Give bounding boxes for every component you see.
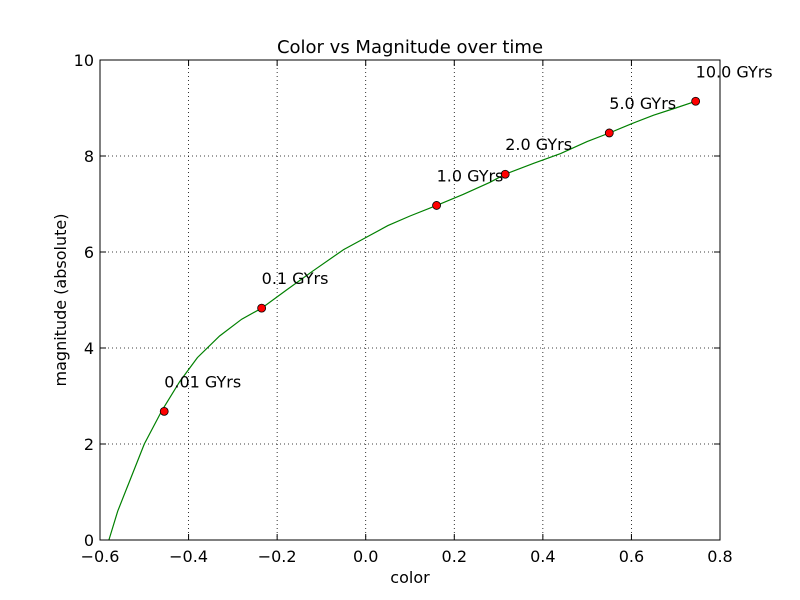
data-point [159,406,169,416]
x-tick-label: 0.6 [619,547,644,566]
y-tick-label: 8 [84,147,94,166]
x-axis-label: color [390,568,430,587]
y-tick-label: 6 [84,243,94,262]
point-annotation: 0.01 GYrs [164,372,241,391]
data-point [432,201,441,210]
data-point [604,128,614,138]
curve-layer [108,100,696,541]
series-line [108,100,696,541]
chart-title: Color vs Magnitude over time [277,37,543,58]
y-tick-label: 0 [84,531,94,550]
x-tick-label: 0.2 [442,547,467,566]
y-axis-label: magnitude (absolute) [51,214,70,387]
point-annotation: 10.0 GYrs [696,62,773,81]
plot-frame [99,59,721,541]
y-tick-label: 4 [84,339,94,358]
x-tick-label: 0.8 [707,547,732,566]
x-tick-label: 0.0 [353,547,378,566]
grid [99,59,721,541]
y-tick-label: 2 [84,435,94,454]
tick-layer: −0.6 −0.4 −0.2 0.0 0.2 0.4 0.6 0.8 0 2 4 6 8 10 [74,51,733,566]
x-tick-label: −0.2 [258,547,297,566]
point-annotation: 2.0 GYrs [505,135,572,154]
data-point [691,96,701,106]
x-tick-label: 0.4 [530,547,555,566]
point-annotation: 1.0 GYrs [437,166,504,185]
data-point [500,169,510,179]
x-tick-label: −0.6 [81,547,120,566]
y-tick-label: 10 [74,51,94,70]
x-tick-label: −0.4 [169,547,208,566]
data-point [257,303,267,313]
point-annotation: 0.1 GYrs [262,269,329,288]
marker-layer [159,96,701,416]
point-annotation: 5.0 GYrs [609,94,676,113]
